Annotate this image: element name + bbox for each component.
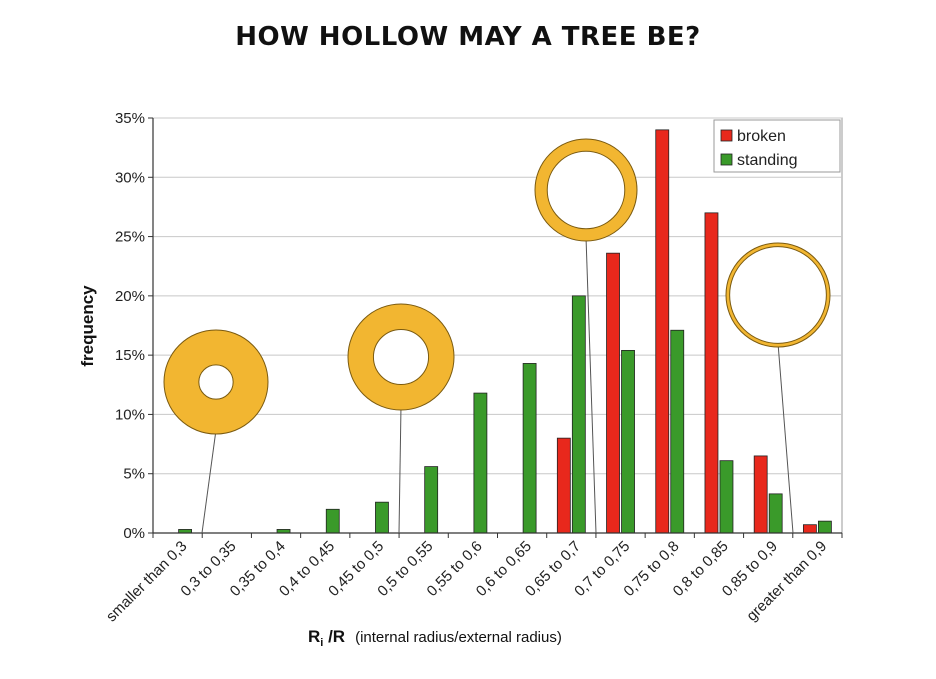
bar-standing (375, 501, 389, 534)
bar-standing (768, 493, 783, 534)
ring-leader-line (777, 342, 794, 534)
ring-leader-line (201, 429, 217, 534)
tree-ring-icon (726, 243, 831, 348)
tree-ring-outer-edge (347, 303, 455, 411)
bar-standing (719, 460, 734, 534)
bar-standing (424, 466, 439, 534)
legend-label-standing: standing (737, 152, 798, 169)
bar-standing (817, 520, 832, 534)
bar-broken (802, 524, 817, 534)
ring-leader-line (398, 405, 402, 534)
tree-ring-outer-edge (725, 242, 831, 348)
legend-swatch-broken (720, 129, 733, 142)
bar-standing (670, 329, 685, 534)
y-tick-label: 15% (115, 347, 145, 364)
y-tick-label: 35% (115, 110, 145, 127)
x-axis-label: Ri /R (internal radius/external radius) (308, 627, 562, 649)
bar-standing (325, 508, 340, 534)
bar-broken (606, 252, 620, 534)
y-tick-label: 20% (115, 288, 145, 305)
tree-ring-outer-edge (163, 329, 269, 435)
y-tick-label: 5% (123, 466, 145, 483)
bar-standing (522, 363, 537, 534)
tree-ring-icon (163, 329, 269, 434)
legend-label-broken: broken (737, 128, 786, 145)
bar-broken (655, 129, 670, 534)
y-tick-label: 0% (123, 525, 145, 542)
tree-ring-inner-edge (729, 246, 827, 344)
bar-standing (621, 349, 635, 534)
y-tick-label: 25% (115, 229, 145, 246)
bar-broken (704, 212, 719, 534)
y-axis-label: frequency (78, 285, 97, 367)
tree-ring-inner-edge (372, 328, 430, 386)
tree-ring-inner-edge (546, 150, 626, 230)
y-tick-label: 10% (115, 406, 145, 423)
x-tick-label: smaller than 0,3 (103, 538, 190, 625)
chart-title: HOW HOLLOW MAY A TREE BE? (235, 22, 701, 52)
tree-ring-outer-edge (534, 138, 638, 242)
tree-ring-icon (534, 138, 637, 241)
tree-ring-inner-edge (198, 364, 234, 400)
bar-standing (473, 392, 488, 534)
legend-box (713, 119, 841, 173)
bar-broken (556, 437, 571, 534)
bar-broken (753, 455, 768, 534)
ring-leader-line (585, 236, 597, 534)
tree-ring-icon (348, 304, 454, 410)
y-tick-label: 30% (115, 169, 145, 186)
bar-standing (571, 295, 586, 534)
legend-swatch-standing (720, 153, 733, 166)
